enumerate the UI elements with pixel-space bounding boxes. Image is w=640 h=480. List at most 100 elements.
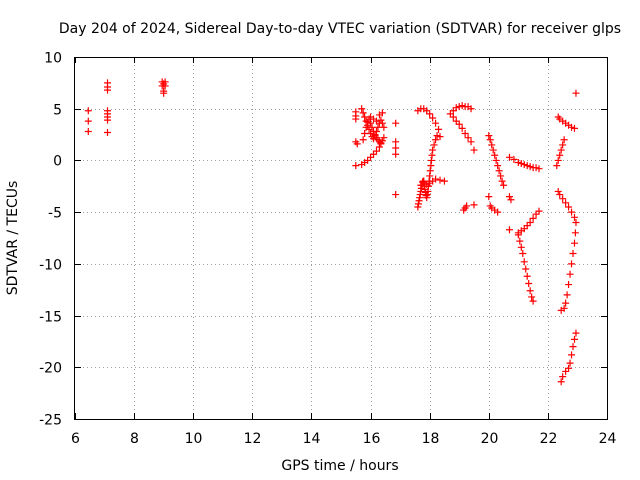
data-point-plus xyxy=(529,297,537,305)
data-point-plus xyxy=(352,115,360,123)
data-point-plus xyxy=(423,107,431,115)
data-point-plus xyxy=(470,201,478,209)
data-point-plus xyxy=(516,237,524,245)
data-point-plus xyxy=(529,214,537,222)
data-point-plus xyxy=(532,164,540,172)
data-point-plus xyxy=(514,158,522,166)
x-tick-label: 18 xyxy=(422,431,440,447)
data-point-plus xyxy=(378,119,386,127)
data-point-plus xyxy=(572,218,580,226)
data-point-plus xyxy=(572,89,580,97)
data-point-plus xyxy=(378,109,386,117)
data-point-plus xyxy=(514,231,522,239)
data-point-plus xyxy=(519,250,527,258)
data-point-plus xyxy=(458,124,466,132)
data-point-plus xyxy=(104,129,112,137)
x-tick-label: 24 xyxy=(599,431,617,447)
grid-lines xyxy=(75,57,607,419)
data-point-plus xyxy=(554,187,562,195)
data-point-plus xyxy=(489,146,497,154)
data-point-plus xyxy=(455,103,463,111)
data-point-plus xyxy=(523,162,531,170)
data-point-plus xyxy=(375,143,383,151)
data-point-plus xyxy=(359,136,367,144)
data-point-plus xyxy=(571,229,579,237)
data-point-plus xyxy=(559,195,567,203)
data-point-plus xyxy=(378,137,386,145)
data-point-plus xyxy=(461,130,469,138)
data-point-plus xyxy=(367,119,375,127)
data-point-plus xyxy=(569,343,577,351)
y-tick-label: -10 xyxy=(39,258,62,274)
data-point-plus xyxy=(570,124,578,132)
data-point-plus xyxy=(374,123,382,131)
data-point-plus xyxy=(505,153,513,161)
data-point-plus xyxy=(367,153,375,161)
data-point-plus xyxy=(392,150,400,158)
data-point-plus xyxy=(565,281,573,289)
data-point-plus xyxy=(517,160,525,168)
data-point-plus xyxy=(557,306,565,314)
data-point-plus xyxy=(370,127,378,135)
data-point-plus xyxy=(557,378,565,386)
data-point-plus xyxy=(361,130,369,138)
data-point-plus xyxy=(455,120,463,128)
data-point-plus xyxy=(568,351,576,359)
data-point-plus xyxy=(436,133,444,141)
x-tick-label: 16 xyxy=(363,431,381,447)
data-point-plus xyxy=(440,177,448,185)
data-point-plus xyxy=(429,146,437,154)
data-point-plus xyxy=(566,359,574,367)
data-point-plus xyxy=(570,335,578,343)
data-point-plus xyxy=(565,203,573,211)
x-tick-label: 20 xyxy=(481,431,499,447)
data-point-plus xyxy=(392,144,400,152)
data-point-plus xyxy=(500,181,508,189)
data-point-plus xyxy=(568,123,576,131)
data-point-plus xyxy=(372,147,380,155)
data-point-plus xyxy=(560,136,568,144)
chart-title: Day 204 of 2024, Sidereal Day-to-day VTE… xyxy=(59,21,621,37)
data-point-plus xyxy=(429,114,437,122)
data-point-plus xyxy=(532,210,540,218)
data-point-plus xyxy=(359,109,367,117)
data-point-plus xyxy=(370,135,378,143)
x-tick-label: 22 xyxy=(540,431,558,447)
data-point-plus xyxy=(559,373,567,381)
data-point-plus xyxy=(557,146,565,154)
data-point-plus xyxy=(510,155,518,163)
data-point-plus xyxy=(498,177,506,185)
data-point-plus xyxy=(563,291,571,299)
data-point-plus xyxy=(569,250,577,258)
data-point-plus xyxy=(494,208,502,216)
y-tick-label: -15 xyxy=(39,310,62,326)
data-point-plus xyxy=(449,113,457,121)
data-point-plus xyxy=(392,191,400,199)
data-point-plus xyxy=(507,196,515,204)
data-point-plus xyxy=(84,107,92,115)
data-point-plus xyxy=(526,287,534,295)
data-point-plus xyxy=(568,260,576,268)
data-point-plus xyxy=(392,138,400,146)
data-point-plus xyxy=(535,165,543,173)
y-axis-label: SDTVAR / TECUs xyxy=(5,181,21,296)
x-axis-label: GPS time / hours xyxy=(281,458,398,474)
data-point-plus xyxy=(505,193,513,201)
data-point-plus xyxy=(84,117,92,125)
data-point-plus xyxy=(525,280,533,288)
data-point-plus xyxy=(565,364,573,372)
data-point-plus xyxy=(570,239,578,247)
data-point-plus xyxy=(104,116,112,124)
data-point-plus xyxy=(559,141,567,149)
x-tick-label: 10 xyxy=(185,431,203,447)
data-point-plus xyxy=(463,202,471,210)
data-point-plus xyxy=(426,110,434,118)
axis-ticks xyxy=(75,57,608,420)
data-point-plus xyxy=(436,176,444,184)
data-point-plus xyxy=(380,123,388,131)
data-point-plus xyxy=(430,141,438,149)
data-point-plus xyxy=(161,82,169,90)
data-point-plus xyxy=(523,272,531,280)
data-point-plus xyxy=(361,113,369,121)
data-point-plus xyxy=(486,136,494,144)
